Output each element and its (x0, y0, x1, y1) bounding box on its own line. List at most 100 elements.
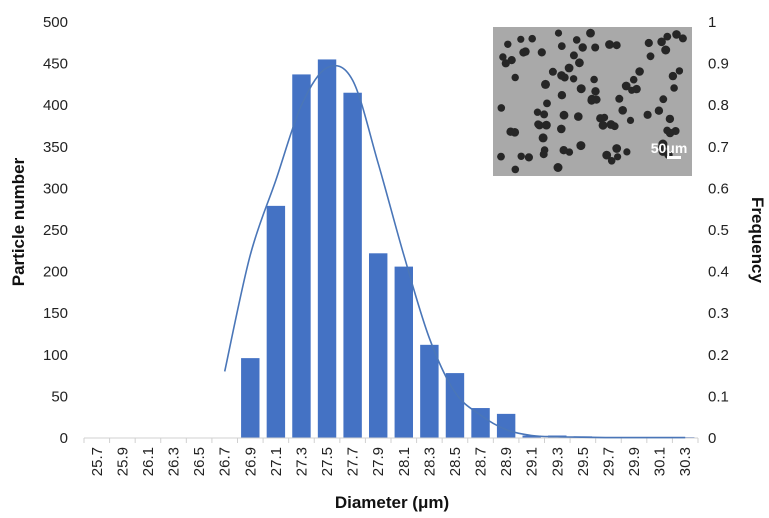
particle (497, 104, 506, 112)
particle (559, 110, 569, 120)
particle (665, 128, 675, 138)
particle (661, 45, 671, 55)
y-tick-label: 0 (60, 430, 68, 447)
y-tick-label: 200 (43, 264, 68, 281)
particle (658, 139, 668, 149)
particle (528, 34, 536, 43)
particle (607, 157, 616, 165)
particle (675, 67, 684, 75)
x-tick-label: 26.9 (242, 447, 259, 476)
y2-tick-label: 0.2 (708, 347, 729, 364)
particle (618, 106, 627, 115)
particle (560, 73, 569, 82)
particle (574, 112, 583, 121)
particle (557, 91, 567, 100)
particle (519, 48, 528, 57)
particle (510, 128, 520, 137)
bar (369, 253, 388, 438)
particle (540, 110, 549, 119)
x-tick-label: 27.5 (319, 447, 336, 476)
y2-tick-label: 0.8 (708, 97, 729, 114)
y-tick-label: 500 (43, 14, 68, 31)
y-tick-label: 50 (51, 388, 68, 405)
particle (612, 144, 622, 153)
particle (672, 30, 681, 39)
particle (517, 35, 525, 43)
particle (606, 120, 616, 129)
particle (524, 153, 534, 162)
particle (497, 152, 505, 161)
x-tick-label: 28.5 (447, 447, 464, 476)
x-tick-label: 27.3 (293, 447, 310, 476)
particle (537, 48, 546, 57)
particle (548, 67, 557, 76)
particle (612, 41, 621, 50)
particle (623, 148, 631, 156)
x-tick-label: 28.1 (396, 447, 413, 476)
y2-tick-label: 0.5 (708, 222, 729, 239)
particle (569, 51, 578, 60)
particle (554, 29, 563, 37)
x-tick-label: 26.7 (217, 447, 234, 476)
y-tick-label: 100 (43, 347, 68, 364)
particle (605, 40, 614, 49)
particle (511, 73, 519, 82)
x-tick-label: 29.1 (524, 447, 541, 476)
y-tick-label: 150 (43, 305, 68, 322)
bar (394, 266, 413, 438)
y-axis-right: 0 0.1 0.2 0.3 0.4 0.5 0.6 0.7 0.8 0.9 1 (708, 14, 729, 447)
particle (578, 43, 587, 52)
particle (628, 86, 636, 94)
particle (576, 141, 586, 151)
y2-tick-label: 0.9 (708, 56, 729, 73)
y2-tick-label: 0.6 (708, 180, 729, 197)
y-axis-left: 0 50 100 150 200 250 300 350 400 450 500 (43, 14, 68, 447)
inset-particles (497, 28, 687, 174)
particle (602, 150, 612, 160)
x-tick-label: 28.7 (473, 447, 490, 476)
particle (533, 108, 542, 116)
x-tick-label: 29.3 (549, 447, 566, 476)
particle (646, 52, 655, 61)
y2-tick-label: 0.7 (708, 139, 729, 156)
particle (598, 120, 608, 130)
x-tick-label: 25.9 (114, 447, 131, 476)
x-tick-label: 28.9 (498, 447, 515, 476)
x-tick-label: 30.1 (652, 447, 669, 476)
bar (266, 205, 286, 438)
particle (569, 75, 578, 83)
particle (590, 75, 598, 84)
y2-tick-label: 0 (708, 430, 716, 447)
particle (591, 87, 600, 96)
particle (621, 81, 631, 91)
scale-bar-label: 50μm (651, 140, 688, 156)
particle (501, 59, 510, 68)
particle (586, 28, 595, 38)
y-tick-label: 300 (43, 180, 68, 197)
particle (654, 106, 664, 115)
particle (538, 133, 548, 143)
particle (575, 58, 584, 68)
particle (504, 40, 512, 48)
particle (541, 79, 550, 89)
y2-tick-label: 0.3 (708, 305, 729, 322)
bar (241, 358, 260, 438)
particle (511, 165, 520, 174)
particle (587, 96, 596, 105)
particle (576, 84, 586, 94)
bar (420, 344, 439, 438)
particle (572, 36, 581, 44)
particle (591, 43, 600, 52)
particle (553, 163, 563, 172)
y2-tick-label: 0.4 (708, 264, 729, 281)
particle (614, 153, 622, 161)
particle (663, 32, 672, 41)
y2-tick-label: 0.1 (708, 388, 729, 405)
x-tick-label: 25.7 (89, 447, 106, 476)
particle (657, 37, 666, 47)
x-tick-label: 26.1 (140, 447, 157, 476)
particle (643, 110, 652, 119)
x-tick-label: 29.7 (600, 447, 617, 476)
particle (615, 94, 624, 103)
